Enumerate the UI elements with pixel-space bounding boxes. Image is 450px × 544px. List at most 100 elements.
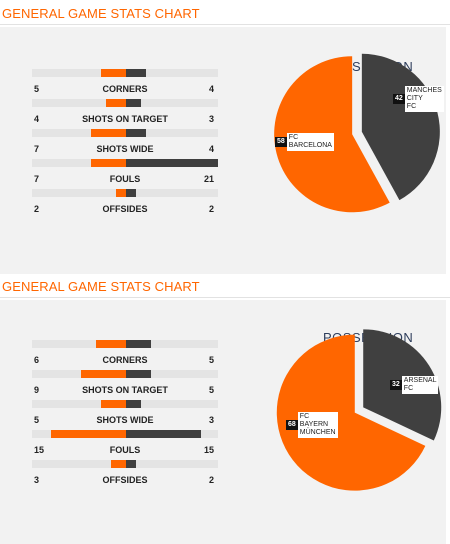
away-value: 5 (208, 355, 214, 365)
stat-label: FOULS (109, 445, 141, 455)
possession-value: 42 (393, 94, 405, 104)
stat-values: 6 CORNERS 5 (32, 355, 218, 369)
away-value: 2 (208, 475, 214, 485)
stat-label: OFFSIDES (102, 475, 148, 485)
possession-value: 58 (275, 137, 287, 147)
home-value: 9 (34, 385, 40, 395)
away-bar (126, 99, 141, 107)
stat-label: FOULS (109, 174, 141, 184)
stat-row-offsides: 2 OFFSIDES 2 (32, 189, 218, 229)
stats-section: GENERAL GAME STATS CHART 6 CORNERS 5 9 SHOTS … (0, 279, 450, 544)
stat-row-offsides: 3 OFFSIDES 2 (32, 460, 218, 500)
team-name: ARSENAL FC (401, 376, 439, 394)
home-bar (101, 400, 126, 408)
home-possession-label: 68 FC BAYERN MÜNCHEN (286, 412, 338, 438)
home-value: 3 (34, 475, 40, 485)
away-value: 15 (203, 445, 214, 455)
home-value: 15 (34, 445, 45, 455)
title-divider (0, 297, 450, 298)
stat-row-fouls: 15 FOULS 15 (32, 430, 218, 470)
stat-bar-track (32, 400, 218, 408)
section-title: GENERAL GAME STATS CHART (2, 279, 200, 294)
stat-label: SHOTS WIDE (96, 144, 154, 154)
home-possession-label: 58 FC BARCELONA (275, 133, 334, 151)
stat-values: 4 SHOTS ON TARGET 3 (32, 114, 218, 128)
home-bar (101, 69, 126, 77)
away-value: 4 (208, 84, 214, 94)
away-value: 4 (208, 144, 214, 154)
away-value: 3 (208, 415, 214, 425)
stat-row-corners: 6 CORNERS 5 (32, 340, 218, 380)
home-value: 4 (34, 114, 40, 124)
stat-bar-track (32, 129, 218, 137)
stat-values: 3 OFFSIDES 2 (32, 475, 218, 489)
stats-panel: 6 CORNERS 5 9 SHOTS ON TARGET 5 5 SHOTS WIDE 3 15… (0, 300, 446, 544)
stat-row-shots-on-target: 4 SHOTS ON TARGET 3 (32, 99, 218, 139)
possession-value: 32 (390, 380, 402, 390)
stat-values: 2 OFFSIDES 2 (32, 204, 218, 218)
title-divider (0, 24, 450, 25)
home-value: 6 (34, 355, 40, 365)
home-bar (116, 189, 126, 197)
possession-pie (276, 329, 442, 491)
away-value: 2 (208, 204, 214, 214)
home-value: 5 (34, 415, 40, 425)
home-bar (81, 370, 126, 378)
away-value: 3 (208, 114, 214, 124)
possession-value: 68 (286, 420, 298, 430)
stat-label: CORNERS (102, 84, 148, 94)
stat-values: 5 CORNERS 4 (32, 84, 218, 98)
away-bar (126, 430, 201, 438)
stat-bar-track (32, 370, 218, 378)
stat-values: 9 SHOTS ON TARGET 5 (32, 385, 218, 399)
stat-label: SHOTS ON TARGET (82, 385, 168, 395)
team-name: FC BARCELONA (286, 133, 334, 151)
stat-values: 5 SHOTS WIDE 3 (32, 415, 218, 429)
away-bar (126, 129, 146, 137)
away-bar (126, 189, 136, 197)
away-possession-label: 42 MANCHES CITY FC (393, 86, 444, 112)
away-bar (126, 370, 151, 378)
home-value: 2 (34, 204, 40, 214)
away-bar (126, 460, 136, 468)
stat-values: 7 FOULS 21 (32, 174, 218, 188)
stat-row-shots-on-target: 9 SHOTS ON TARGET 5 (32, 370, 218, 410)
stat-label: OFFSIDES (102, 204, 148, 214)
away-possession-label: 32 ARSENAL FC (390, 376, 439, 394)
away-value: 21 (203, 174, 214, 184)
stat-label: SHOTS ON TARGET (82, 114, 168, 124)
stat-values: 7 SHOTS WIDE 4 (32, 144, 218, 158)
section-title: GENERAL GAME STATS CHART (2, 6, 200, 21)
home-bar (111, 460, 126, 468)
stat-bar-track (32, 460, 218, 468)
stat-bar-track (32, 430, 218, 438)
home-value: 7 (34, 174, 40, 184)
stat-bar-track (32, 99, 218, 107)
home-value: 5 (34, 84, 40, 94)
home-possession-slice (276, 334, 426, 491)
stat-row-shots-wide: 7 SHOTS WIDE 4 (32, 129, 218, 169)
away-bar (126, 340, 151, 348)
home-bar (106, 99, 126, 107)
stats-section: GENERAL GAME STATS CHART 5 CORNERS 4 4 SHOTS … (0, 6, 450, 274)
stat-label: CORNERS (102, 355, 148, 365)
stat-row-shots-wide: 5 SHOTS WIDE 3 (32, 400, 218, 440)
team-name: FC BAYERN MÜNCHEN (297, 412, 338, 438)
stats-panel: 5 CORNERS 4 4 SHOTS ON TARGET 3 7 SHOTS WIDE 4 7 F… (0, 27, 446, 274)
team-name: MANCHES CITY FC (404, 86, 444, 112)
home-bar (91, 129, 126, 137)
away-value: 5 (208, 385, 214, 395)
home-bar (96, 340, 126, 348)
stat-label: SHOTS WIDE (96, 415, 154, 425)
away-bar (126, 159, 218, 167)
stat-bar-track (32, 189, 218, 197)
stat-row-corners: 5 CORNERS 4 (32, 69, 218, 109)
stat-bar-track (32, 159, 218, 167)
home-value: 7 (34, 144, 40, 154)
stat-row-fouls: 7 FOULS 21 (32, 159, 218, 199)
stat-values: 15 FOULS 15 (32, 445, 218, 459)
away-bar (126, 69, 146, 77)
home-bar (91, 159, 126, 167)
stat-bar-track (32, 69, 218, 77)
stat-bar-track (32, 340, 218, 348)
